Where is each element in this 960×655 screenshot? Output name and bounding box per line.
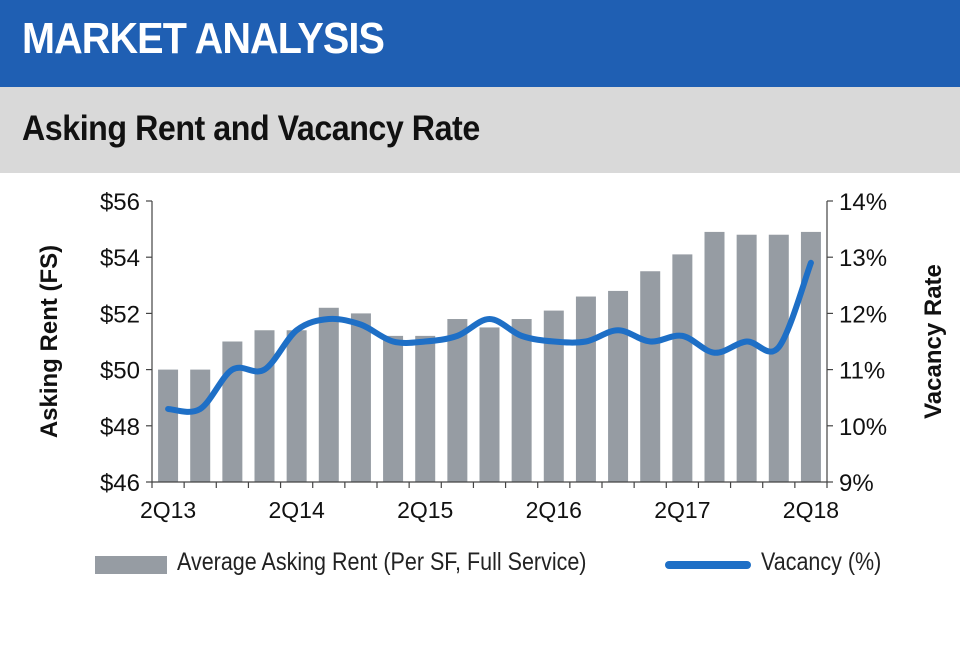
y-tick-label-right: 10%: [839, 414, 887, 441]
vacancy-point-2Q16: [553, 341, 555, 342]
y-axis-title-left: Asking Rent (FS): [36, 245, 63, 438]
y-tick-label-left: $50: [100, 358, 140, 385]
legend-item-rent: Average Asking Rent (Per SF, Full Servic…: [95, 546, 635, 586]
x-tick-label: 2Q13: [140, 497, 196, 523]
x-tick-label: 2Q18: [783, 497, 839, 523]
x-tick-label: 2Q15: [397, 497, 453, 523]
y-tick-label-right: 12%: [839, 301, 887, 328]
vacancy-point-3Q13: [199, 408, 201, 410]
vacancy-point-4Q17: [746, 341, 748, 342]
rent-bar-1Q18: [768, 234, 789, 482]
vacancy-point-1Q15: [392, 341, 394, 342]
rent-bar-1Q16: [511, 319, 532, 482]
legend-label-rent: Average Asking Rent (Per SF, Full Servic…: [177, 548, 587, 576]
rent-bar-3Q13: [190, 369, 211, 482]
rent-bar-4Q16: [608, 290, 629, 482]
chart-title: Asking Rent and Vacancy Rate: [22, 109, 480, 148]
legend-label-vacancy: Vacancy (%): [761, 548, 882, 576]
vacancy-point-1Q14: [264, 369, 265, 371]
rent-bar-3Q17: [704, 231, 725, 482]
y-tick-label-left: $52: [100, 301, 140, 328]
vacancy-point-2Q18: [810, 262, 812, 264]
rent-bar-4Q14: [350, 313, 371, 482]
vacancy-point-3Q17: [714, 352, 715, 354]
y-tick-label-left: $48: [100, 414, 140, 441]
vacancy-point-2Q15: [424, 341, 426, 342]
legend: Average Asking Rent (Per SF, Full Servic…: [0, 546, 960, 586]
rent-bar-4Q13: [222, 341, 243, 482]
vacancy-point-4Q16: [617, 329, 619, 331]
subheader-bar: Asking Rent and Vacancy Rate: [0, 87, 960, 173]
legend-swatch-rent: [95, 556, 167, 574]
rent-bar-2Q14: [286, 330, 307, 482]
vacancy-point-4Q13: [231, 369, 233, 371]
y-tick-label-left: $54: [100, 245, 140, 272]
vacancy-point-4Q14: [360, 324, 362, 326]
rent-bar-2Q13: [158, 369, 179, 482]
y-tick-label-right: 11%: [839, 358, 885, 385]
rent-bar-3Q15: [447, 319, 468, 482]
x-tick-label: 2Q14: [269, 497, 325, 523]
vacancy-point-2Q13: [167, 408, 169, 410]
y-tick-label-right: 14%: [839, 189, 887, 216]
vacancy-point-1Q17: [649, 341, 651, 342]
y-axis-title-right: Vacancy Rate: [920, 264, 947, 419]
y-tick-label-left: $56: [100, 189, 140, 216]
vacancy-point-2Q17: [681, 335, 683, 337]
rent-bar-1Q15: [383, 335, 404, 482]
rent-bar-2Q15: [415, 335, 436, 482]
rent-bar-1Q17: [640, 271, 661, 482]
page-title: MARKET ANALYSIS: [22, 14, 385, 63]
y-tick-label-right: 13%: [839, 245, 887, 272]
rent-bar-1Q14: [254, 330, 275, 482]
vacancy-point-3Q16: [585, 341, 587, 342]
header-bar: MARKET ANALYSIS: [0, 0, 960, 87]
vacancy-point-1Q16: [521, 335, 523, 337]
vacancy-point-2Q14: [296, 329, 298, 331]
rent-bar-2Q18: [800, 231, 821, 482]
y-tick-label-right: 9%: [839, 470, 874, 497]
rent-bar-2Q17: [672, 254, 693, 482]
rent-bar-2Q16: [543, 310, 564, 482]
legend-swatch-vacancy: [665, 561, 751, 569]
chart: $46 $48 $50 $52 $54 $56 9% 10% 11% 12% 13% 14% 2Q13 2…: [36, 189, 947, 523]
vacancy-point-1Q18: [778, 346, 780, 348]
rent-bar-3Q16: [575, 296, 596, 482]
x-tick-label: 2Q17: [654, 497, 710, 523]
y-tick-label-left: $46: [100, 470, 140, 497]
legend-item-vacancy: Vacancy (%): [665, 546, 905, 586]
vacancy-point-3Q14: [328, 318, 330, 320]
rent-bar-4Q17: [736, 234, 757, 482]
vacancy-point-4Q15: [489, 318, 490, 320]
rent-bar-4Q15: [479, 327, 500, 482]
x-tick-label: 2Q16: [526, 497, 582, 523]
rent-bar-3Q14: [318, 307, 339, 482]
vacancy-point-3Q15: [456, 335, 458, 337]
